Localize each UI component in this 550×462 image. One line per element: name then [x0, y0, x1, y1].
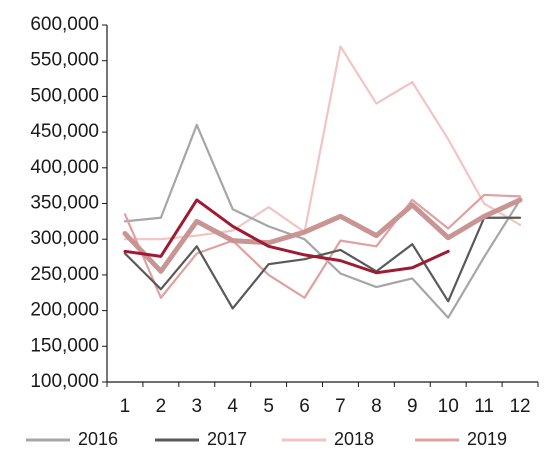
series-line-unlabeled-4: [122, 197, 523, 274]
series-line-2017: [123, 216, 522, 310]
series-line-2019: [123, 193, 522, 299]
x-tick-label: 11: [474, 396, 494, 417]
y-tick-label: 550,000: [30, 50, 99, 71]
series-layer: [122, 45, 523, 319]
y-tick-label: 600,000: [30, 14, 99, 35]
series-line-2018: [123, 45, 522, 241]
y-tick-label: 450,000: [30, 121, 99, 142]
x-tick-label: 2: [156, 396, 167, 417]
legend-label: 2016: [78, 429, 118, 449]
axes-layer: 100,000 150,000 200,000 250,000 300,000 350,0…: [30, 14, 539, 417]
y-tick-label: 400,000: [30, 157, 99, 178]
y-tick-label: 200,000: [30, 300, 99, 321]
series-line-unlabeled-5: [123, 198, 450, 275]
x-tick-label: 5: [263, 396, 274, 417]
x-tick-label: 10: [438, 396, 459, 417]
y-tick-label: 350,000: [30, 193, 99, 214]
legend: 2016 2017 2018 2019: [26, 429, 507, 449]
legend-label: 2018: [334, 429, 374, 449]
x-tick-label: 6: [299, 396, 310, 417]
x-tick-label: 3: [192, 396, 203, 417]
y-tick-label: 300,000: [30, 228, 99, 249]
y-tick-label: 150,000: [30, 335, 99, 356]
x-tick-label: 1: [120, 396, 131, 417]
legend-label: 2019: [467, 429, 507, 449]
x-tick-label: 7: [335, 396, 346, 417]
y-tick-label: 500,000: [30, 85, 99, 106]
legend-label: 2017: [207, 429, 247, 449]
y-tick-label: 100,000: [30, 371, 99, 392]
x-tick-label: 8: [371, 396, 382, 417]
x-tick-label: 12: [509, 396, 530, 417]
y-tick-label: 250,000: [30, 264, 99, 285]
x-tick-label: 4: [227, 396, 238, 417]
x-tick-label: 9: [407, 396, 418, 417]
